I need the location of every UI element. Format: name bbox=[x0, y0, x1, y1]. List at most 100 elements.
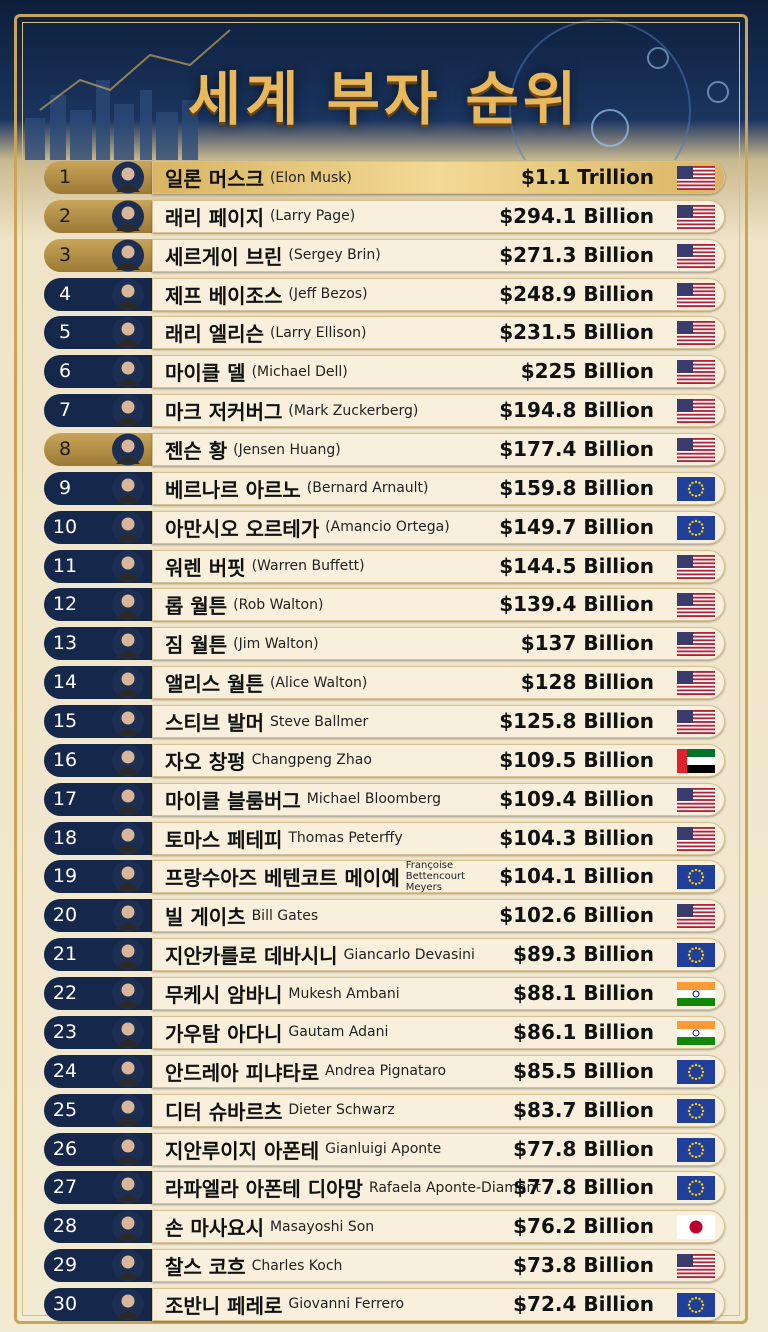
avatar bbox=[108, 1210, 148, 1247]
flag bbox=[677, 476, 715, 501]
name-box: 마이클 델 (Michael Dell) $225 Billion bbox=[152, 355, 725, 389]
avatar bbox=[108, 705, 148, 742]
row: 14 앨리스 월튼 (Alice Walton) $128 Billion bbox=[44, 666, 725, 700]
row: 20 빌 게이츠 Bill Gates $102.6 Billion bbox=[44, 899, 725, 933]
names: 제프 베이조스 (Jeff Bezos) bbox=[165, 279, 368, 310]
rank: 20 bbox=[52, 904, 78, 927]
name-korean: 롭 월튼 bbox=[165, 594, 228, 619]
flag bbox=[677, 1098, 715, 1123]
flag-holder bbox=[677, 1098, 715, 1127]
names: 지안루이지 아폰테 Gianluigi Aponte bbox=[165, 1134, 441, 1165]
net-worth: $248.9 Billion bbox=[499, 281, 654, 306]
names: 세르게이 브린 (Sergey Brin) bbox=[165, 240, 381, 271]
flag bbox=[677, 399, 715, 424]
flag-holder bbox=[677, 865, 715, 893]
rank: 25 bbox=[52, 1098, 78, 1121]
avatar bbox=[108, 1094, 148, 1131]
rank: 27 bbox=[52, 1176, 78, 1199]
flag bbox=[677, 632, 715, 657]
flag-holder bbox=[677, 476, 715, 505]
name-english: (Larry Ellison) bbox=[269, 324, 367, 341]
rank-pill: 20 bbox=[44, 899, 164, 933]
rank: 1 bbox=[58, 166, 72, 188]
name-box: 짐 월튼 (Jim Walton) $137 Billion bbox=[152, 627, 725, 661]
net-worth: $128 Billion bbox=[520, 670, 654, 695]
avatar-icon bbox=[112, 550, 144, 583]
name-korean: 짐 월튼 bbox=[165, 633, 228, 658]
avatar bbox=[108, 433, 148, 470]
avatar bbox=[108, 783, 148, 820]
avatar bbox=[108, 1288, 148, 1325]
flag-holder bbox=[677, 943, 715, 971]
row: 1 일론 머스크 (Elon Musk) $1.1 Trillion bbox=[44, 161, 725, 194]
rank: 8 bbox=[58, 438, 72, 461]
row: 4 제프 베이조스 (Jeff Bezos) $248.9 Billion bbox=[44, 277, 725, 311]
name-box: 지안카를로 데바시니 Giancarlo Devasini $89.3 Billio… bbox=[152, 938, 725, 972]
name-box: 앨리스 월튼 (Alice Walton) $128 Billion bbox=[152, 666, 725, 700]
avatar bbox=[108, 1171, 148, 1208]
rank: 6 bbox=[58, 360, 72, 383]
name-korean: 제프 베이조스 bbox=[165, 283, 283, 308]
name-english: Andrea Pignataro bbox=[325, 1063, 447, 1080]
avatar bbox=[108, 588, 148, 625]
name-box: 지안루이지 아폰테 Gianluigi Aponte $77.8 Billion bbox=[152, 1132, 725, 1166]
net-worth: $125.8 Billion bbox=[499, 709, 654, 734]
rank: 24 bbox=[52, 1059, 78, 1082]
rank-pill: 16 bbox=[44, 743, 164, 777]
name-korean: 라파엘라 아폰테 디아망 bbox=[165, 1177, 363, 1202]
name-english: Bill Gates bbox=[251, 907, 319, 924]
flag bbox=[677, 787, 715, 812]
name-english: (Amancio Ortega) bbox=[325, 519, 450, 536]
name-box: 워렌 버핏 (Warren Buffett) $144.5 Billion bbox=[152, 549, 725, 583]
flag-holder bbox=[677, 438, 715, 466]
name-box: 젠슨 황 (Jensen Huang) $177.4 Billion bbox=[152, 433, 725, 467]
rank: 30 bbox=[52, 1292, 78, 1315]
rank: 21 bbox=[52, 943, 78, 966]
names: 래리 페이지 (Larry Page) bbox=[165, 201, 355, 232]
avatar-icon bbox=[112, 822, 144, 855]
name-box: 아만시오 오르테가 (Amancio Ortega) $149.7 Billion bbox=[152, 510, 725, 544]
name-korean: 무케시 암바니 bbox=[165, 983, 283, 1008]
name-korean: 마크 저커버그 bbox=[165, 400, 283, 425]
net-worth: $77.8 Billion bbox=[513, 1136, 654, 1161]
name-korean: 빌 게이츠 bbox=[165, 905, 246, 930]
net-worth: $139.4 Billion bbox=[499, 592, 654, 617]
avatar-icon bbox=[112, 783, 144, 816]
name-box: 마크 저커버그 (Mark Zuckerberg) $194.8 Billion bbox=[152, 394, 725, 428]
rank: 16 bbox=[52, 748, 78, 771]
avatar-icon bbox=[112, 588, 144, 621]
name-english: (Jensen Huang) bbox=[233, 441, 341, 458]
names: 빌 게이츠 Bill Gates bbox=[165, 900, 318, 931]
flag-holder bbox=[677, 166, 715, 194]
row: 6 마이클 델 (Michael Dell) $225 Billion bbox=[44, 355, 725, 389]
avatar-icon bbox=[112, 1055, 144, 1088]
avatar-icon bbox=[112, 316, 144, 349]
flag bbox=[677, 321, 715, 346]
name-box: 안드레아 피냐타로 Andrea Pignataro $85.5 Billion bbox=[152, 1054, 725, 1088]
avatar bbox=[108, 394, 148, 431]
names: 지안카를로 데바시니 Giancarlo Devasini bbox=[165, 939, 475, 970]
flag-holder bbox=[677, 1254, 715, 1282]
flag-holder bbox=[677, 243, 715, 272]
net-worth: $85.5 Billion bbox=[513, 1058, 654, 1083]
avatar bbox=[108, 550, 148, 587]
avatar bbox=[108, 938, 148, 975]
net-worth: $104.3 Billion bbox=[499, 825, 654, 850]
names: 짐 월튼 (Jim Walton) bbox=[165, 628, 319, 659]
net-worth: $149.7 Billion bbox=[499, 514, 654, 539]
row: 9 베르나르 아르노 (Bernard Arnault) $159.8 Billion bbox=[44, 471, 725, 505]
avatar bbox=[108, 200, 148, 237]
rank: 17 bbox=[52, 787, 78, 810]
flag-holder bbox=[677, 1020, 715, 1049]
name-korean: 래리 엘리슨 bbox=[165, 322, 264, 347]
name-english: (Elon Musk) bbox=[269, 169, 352, 186]
flag-holder bbox=[677, 360, 715, 388]
avatar bbox=[108, 666, 148, 703]
name-english: Françoise Bettencourt Meyers bbox=[405, 860, 466, 894]
rank: 18 bbox=[52, 826, 78, 849]
names: 가우탐 아다니 Gautam Adani bbox=[165, 1017, 388, 1048]
name-english: (Michael Dell) bbox=[251, 363, 348, 380]
name-box: 롭 월튼 (Rob Walton) $139.4 Billion bbox=[152, 588, 725, 622]
flag bbox=[677, 1176, 715, 1201]
flag-holder bbox=[677, 826, 715, 855]
